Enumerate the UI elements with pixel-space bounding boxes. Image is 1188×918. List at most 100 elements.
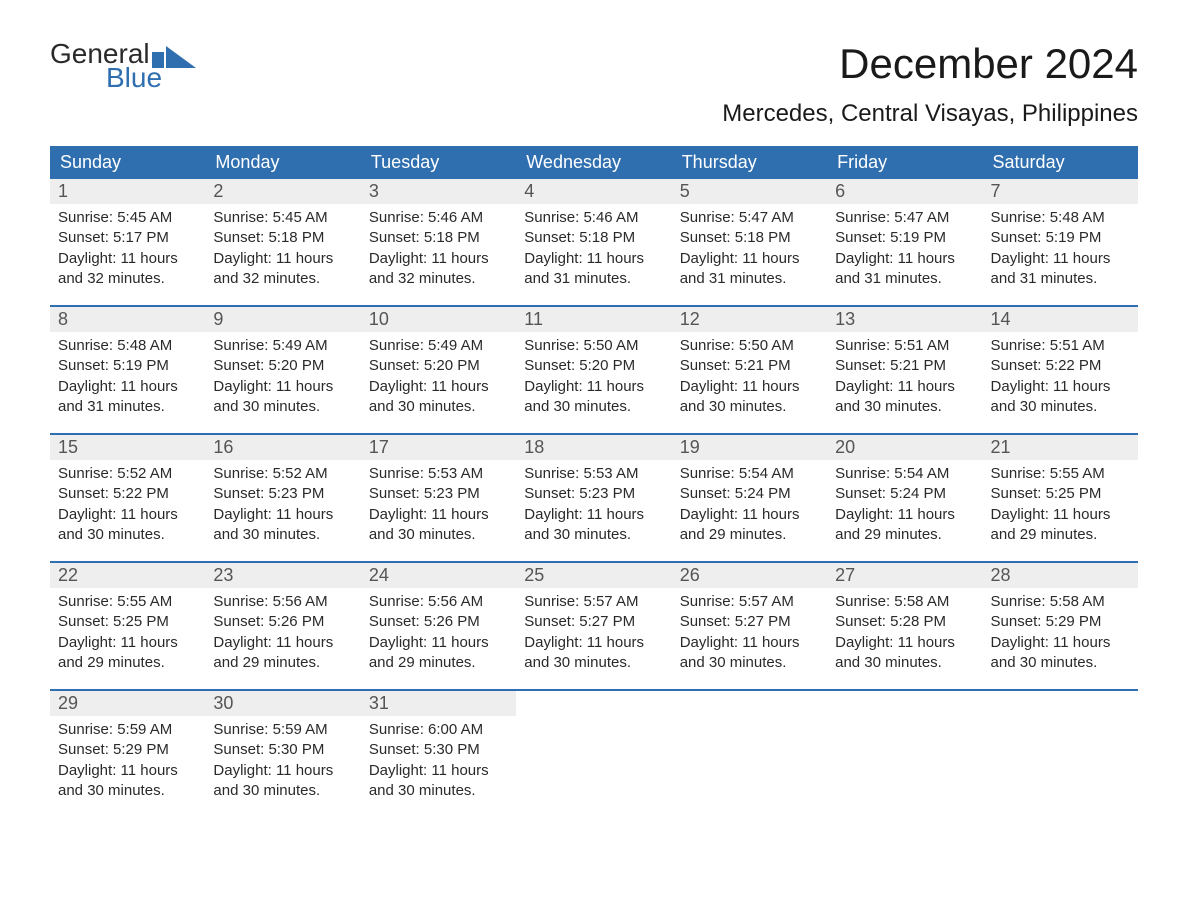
logo: General Blue bbox=[50, 40, 196, 92]
sunset-text: Sunset: 5:19 PM bbox=[991, 228, 1130, 248]
daylight-text: Daylight: 11 hours bbox=[524, 633, 663, 653]
day-cell: 23Sunrise: 5:56 AMSunset: 5:26 PMDayligh… bbox=[205, 563, 360, 679]
day-body: Sunrise: 6:00 AMSunset: 5:30 PMDaylight:… bbox=[361, 716, 516, 807]
day-body: Sunrise: 5:58 AMSunset: 5:29 PMDaylight:… bbox=[983, 588, 1138, 679]
day-cell: 31Sunrise: 6:00 AMSunset: 5:30 PMDayligh… bbox=[361, 691, 516, 807]
day-body: Sunrise: 5:55 AMSunset: 5:25 PMDaylight:… bbox=[983, 460, 1138, 551]
day-number: 27 bbox=[827, 563, 982, 588]
daylight-text: Daylight: 11 hours bbox=[680, 633, 819, 653]
empty-day-cell bbox=[672, 691, 827, 807]
sunset-text: Sunset: 5:18 PM bbox=[213, 228, 352, 248]
sunset-text: Sunset: 5:17 PM bbox=[58, 228, 197, 248]
sunset-text: Sunset: 5:20 PM bbox=[369, 356, 508, 376]
logo-text-blue: Blue bbox=[50, 64, 196, 92]
day-body: Sunrise: 5:53 AMSunset: 5:23 PMDaylight:… bbox=[516, 460, 671, 551]
day-number: 16 bbox=[205, 435, 360, 460]
sunrise-text: Sunrise: 5:53 AM bbox=[369, 464, 508, 484]
day-cell: 7Sunrise: 5:48 AMSunset: 5:19 PMDaylight… bbox=[983, 179, 1138, 295]
daylight-text-2: and 29 minutes. bbox=[680, 525, 819, 545]
day-body: Sunrise: 5:59 AMSunset: 5:30 PMDaylight:… bbox=[205, 716, 360, 807]
daylight-text: Daylight: 11 hours bbox=[680, 505, 819, 525]
empty-day-cell bbox=[827, 691, 982, 807]
daylight-text: Daylight: 11 hours bbox=[213, 761, 352, 781]
daylight-text-2: and 31 minutes. bbox=[991, 269, 1130, 289]
daylight-text-2: and 29 minutes. bbox=[835, 525, 974, 545]
day-body: Sunrise: 5:49 AMSunset: 5:20 PMDaylight:… bbox=[205, 332, 360, 423]
day-header: Tuesday bbox=[361, 146, 516, 179]
sunset-text: Sunset: 5:18 PM bbox=[680, 228, 819, 248]
sunset-text: Sunset: 5:21 PM bbox=[835, 356, 974, 376]
daylight-text: Daylight: 11 hours bbox=[835, 505, 974, 525]
sunset-text: Sunset: 5:23 PM bbox=[524, 484, 663, 504]
sunset-text: Sunset: 5:26 PM bbox=[369, 612, 508, 632]
daylight-text: Daylight: 11 hours bbox=[369, 249, 508, 269]
day-number: 15 bbox=[50, 435, 205, 460]
daylight-text-2: and 30 minutes. bbox=[369, 525, 508, 545]
daylight-text: Daylight: 11 hours bbox=[213, 377, 352, 397]
sunrise-text: Sunrise: 5:45 AM bbox=[58, 208, 197, 228]
daylight-text-2: and 30 minutes. bbox=[213, 781, 352, 801]
day-cell: 9Sunrise: 5:49 AMSunset: 5:20 PMDaylight… bbox=[205, 307, 360, 423]
day-cell: 8Sunrise: 5:48 AMSunset: 5:19 PMDaylight… bbox=[50, 307, 205, 423]
day-cell: 28Sunrise: 5:58 AMSunset: 5:29 PMDayligh… bbox=[983, 563, 1138, 679]
daylight-text: Daylight: 11 hours bbox=[991, 505, 1130, 525]
sunset-text: Sunset: 5:24 PM bbox=[835, 484, 974, 504]
sunset-text: Sunset: 5:22 PM bbox=[991, 356, 1130, 376]
sunset-text: Sunset: 5:23 PM bbox=[369, 484, 508, 504]
sunset-text: Sunset: 5:22 PM bbox=[58, 484, 197, 504]
day-header-row: Sunday Monday Tuesday Wednesday Thursday… bbox=[50, 146, 1138, 179]
daylight-text-2: and 30 minutes. bbox=[835, 653, 974, 673]
daylight-text: Daylight: 11 hours bbox=[524, 249, 663, 269]
sunset-text: Sunset: 5:30 PM bbox=[369, 740, 508, 760]
daylight-text: Daylight: 11 hours bbox=[835, 249, 974, 269]
daylight-text: Daylight: 11 hours bbox=[213, 505, 352, 525]
daylight-text: Daylight: 11 hours bbox=[369, 505, 508, 525]
week-row: 1 Sunrise: 5:45 AMSunset: 5:17 PM Daylight… bbox=[50, 179, 1138, 295]
day-body: Sunrise: 5:56 AMSunset: 5:26 PMDaylight:… bbox=[361, 588, 516, 679]
sunset-text: Sunset: 5:20 PM bbox=[524, 356, 663, 376]
sunset-text: Sunset: 5:19 PM bbox=[835, 228, 974, 248]
daylight-text-2: and 29 minutes. bbox=[213, 653, 352, 673]
sunset-text: Sunset: 5:21 PM bbox=[680, 356, 819, 376]
day-cell: 25Sunrise: 5:57 AMSunset: 5:27 PMDayligh… bbox=[516, 563, 671, 679]
day-number: 29 bbox=[50, 691, 205, 716]
sunrise-text: Sunrise: 5:48 AM bbox=[58, 336, 197, 356]
day-cell: 1Sunrise: 5:45 AMSunset: 5:17 PMDaylight… bbox=[50, 179, 205, 295]
day-header: Saturday bbox=[983, 146, 1138, 179]
day-cell: 14Sunrise: 5:51 AMSunset: 5:22 PMDayligh… bbox=[983, 307, 1138, 423]
day-cell: 13Sunrise: 5:51 AMSunset: 5:21 PMDayligh… bbox=[827, 307, 982, 423]
sunrise-text: Sunrise: 5:47 AM bbox=[835, 208, 974, 228]
daylight-text-2: and 30 minutes. bbox=[369, 781, 508, 801]
daylight-text: Daylight: 11 hours bbox=[680, 377, 819, 397]
sunrise-text: Sunrise: 5:51 AM bbox=[835, 336, 974, 356]
daylight-text: Daylight: 11 hours bbox=[524, 505, 663, 525]
day-cell: 22Sunrise: 5:55 AMSunset: 5:25 PMDayligh… bbox=[50, 563, 205, 679]
daylight-text: Daylight: 11 hours bbox=[58, 633, 197, 653]
daylight-text-2: and 30 minutes. bbox=[835, 397, 974, 417]
day-body: Sunrise: 5:48 AMSunset: 5:19 PMDaylight:… bbox=[983, 204, 1138, 295]
daylight-text: Daylight: 11 hours bbox=[369, 377, 508, 397]
day-header: Friday bbox=[827, 146, 982, 179]
sunrise-text: Sunrise: 5:46 AM bbox=[524, 208, 663, 228]
sunset-text: Sunset: 5:29 PM bbox=[58, 740, 197, 760]
daylight-text: Daylight: 11 hours bbox=[213, 249, 352, 269]
sunset-text: Sunset: 5:29 PM bbox=[991, 612, 1130, 632]
day-number: 9 bbox=[205, 307, 360, 332]
daylight-text: Daylight: 11 hours bbox=[524, 377, 663, 397]
daylight-text-2: and 32 minutes. bbox=[213, 269, 352, 289]
day-cell: 16Sunrise: 5:52 AMSunset: 5:23 PMDayligh… bbox=[205, 435, 360, 551]
day-body: Sunrise: 5:51 AMSunset: 5:21 PMDaylight:… bbox=[827, 332, 982, 423]
daylight-text-2: and 30 minutes. bbox=[524, 397, 663, 417]
daylight-text: Daylight: 11 hours bbox=[58, 377, 197, 397]
day-number: 18 bbox=[516, 435, 671, 460]
daylight-text: Daylight: 11 hours bbox=[58, 761, 197, 781]
week-row: 8Sunrise: 5:48 AMSunset: 5:19 PMDaylight… bbox=[50, 305, 1138, 423]
day-number: 1 bbox=[50, 179, 205, 204]
week-row: 22Sunrise: 5:55 AMSunset: 5:25 PMDayligh… bbox=[50, 561, 1138, 679]
sunrise-text: Sunrise: 5:55 AM bbox=[58, 592, 197, 612]
daylight-text-2: and 30 minutes. bbox=[991, 653, 1130, 673]
sunrise-text: Sunrise: 5:52 AM bbox=[58, 464, 197, 484]
day-header: Sunday bbox=[50, 146, 205, 179]
day-cell: 30Sunrise: 5:59 AMSunset: 5:30 PMDayligh… bbox=[205, 691, 360, 807]
day-cell: 26Sunrise: 5:57 AMSunset: 5:27 PMDayligh… bbox=[672, 563, 827, 679]
